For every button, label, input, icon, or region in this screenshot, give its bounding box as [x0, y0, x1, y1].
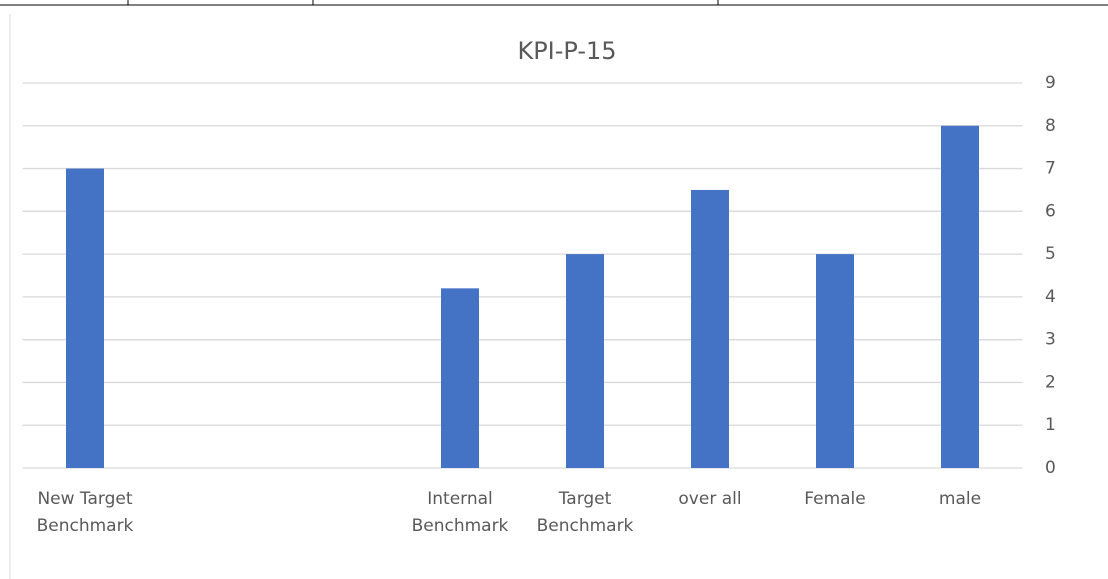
y-tick-label: 4	[1045, 287, 1056, 307]
y-tick-label: 2	[1045, 372, 1056, 392]
x-tick-label: New Target Benchmark	[36, 489, 134, 536]
bar	[691, 189, 729, 468]
bar	[66, 168, 104, 469]
x-tick-label: male	[938, 489, 982, 509]
x-tick-label: Internal Benchmark	[411, 489, 509, 536]
y-tick-label: 0	[1045, 458, 1056, 478]
y-tick-label: 5	[1045, 244, 1056, 264]
y-tick-label: 1	[1045, 415, 1056, 435]
x-tick-label: Female	[804, 489, 866, 509]
y-tick-label: 8	[1045, 116, 1056, 136]
y-tick-label: 7	[1045, 159, 1056, 179]
bar	[816, 254, 854, 468]
y-tick-label: 6	[1045, 201, 1056, 221]
x-tick-label: over all	[678, 489, 742, 509]
bar	[941, 125, 979, 469]
chart-title: KPI-P-15	[517, 37, 616, 65]
bar	[441, 288, 479, 468]
bar	[566, 254, 604, 468]
y-tick-label: 3	[1045, 330, 1056, 350]
y-tick-label: 9	[1045, 73, 1056, 93]
x-tick-label: Target Benchmark	[536, 489, 634, 536]
